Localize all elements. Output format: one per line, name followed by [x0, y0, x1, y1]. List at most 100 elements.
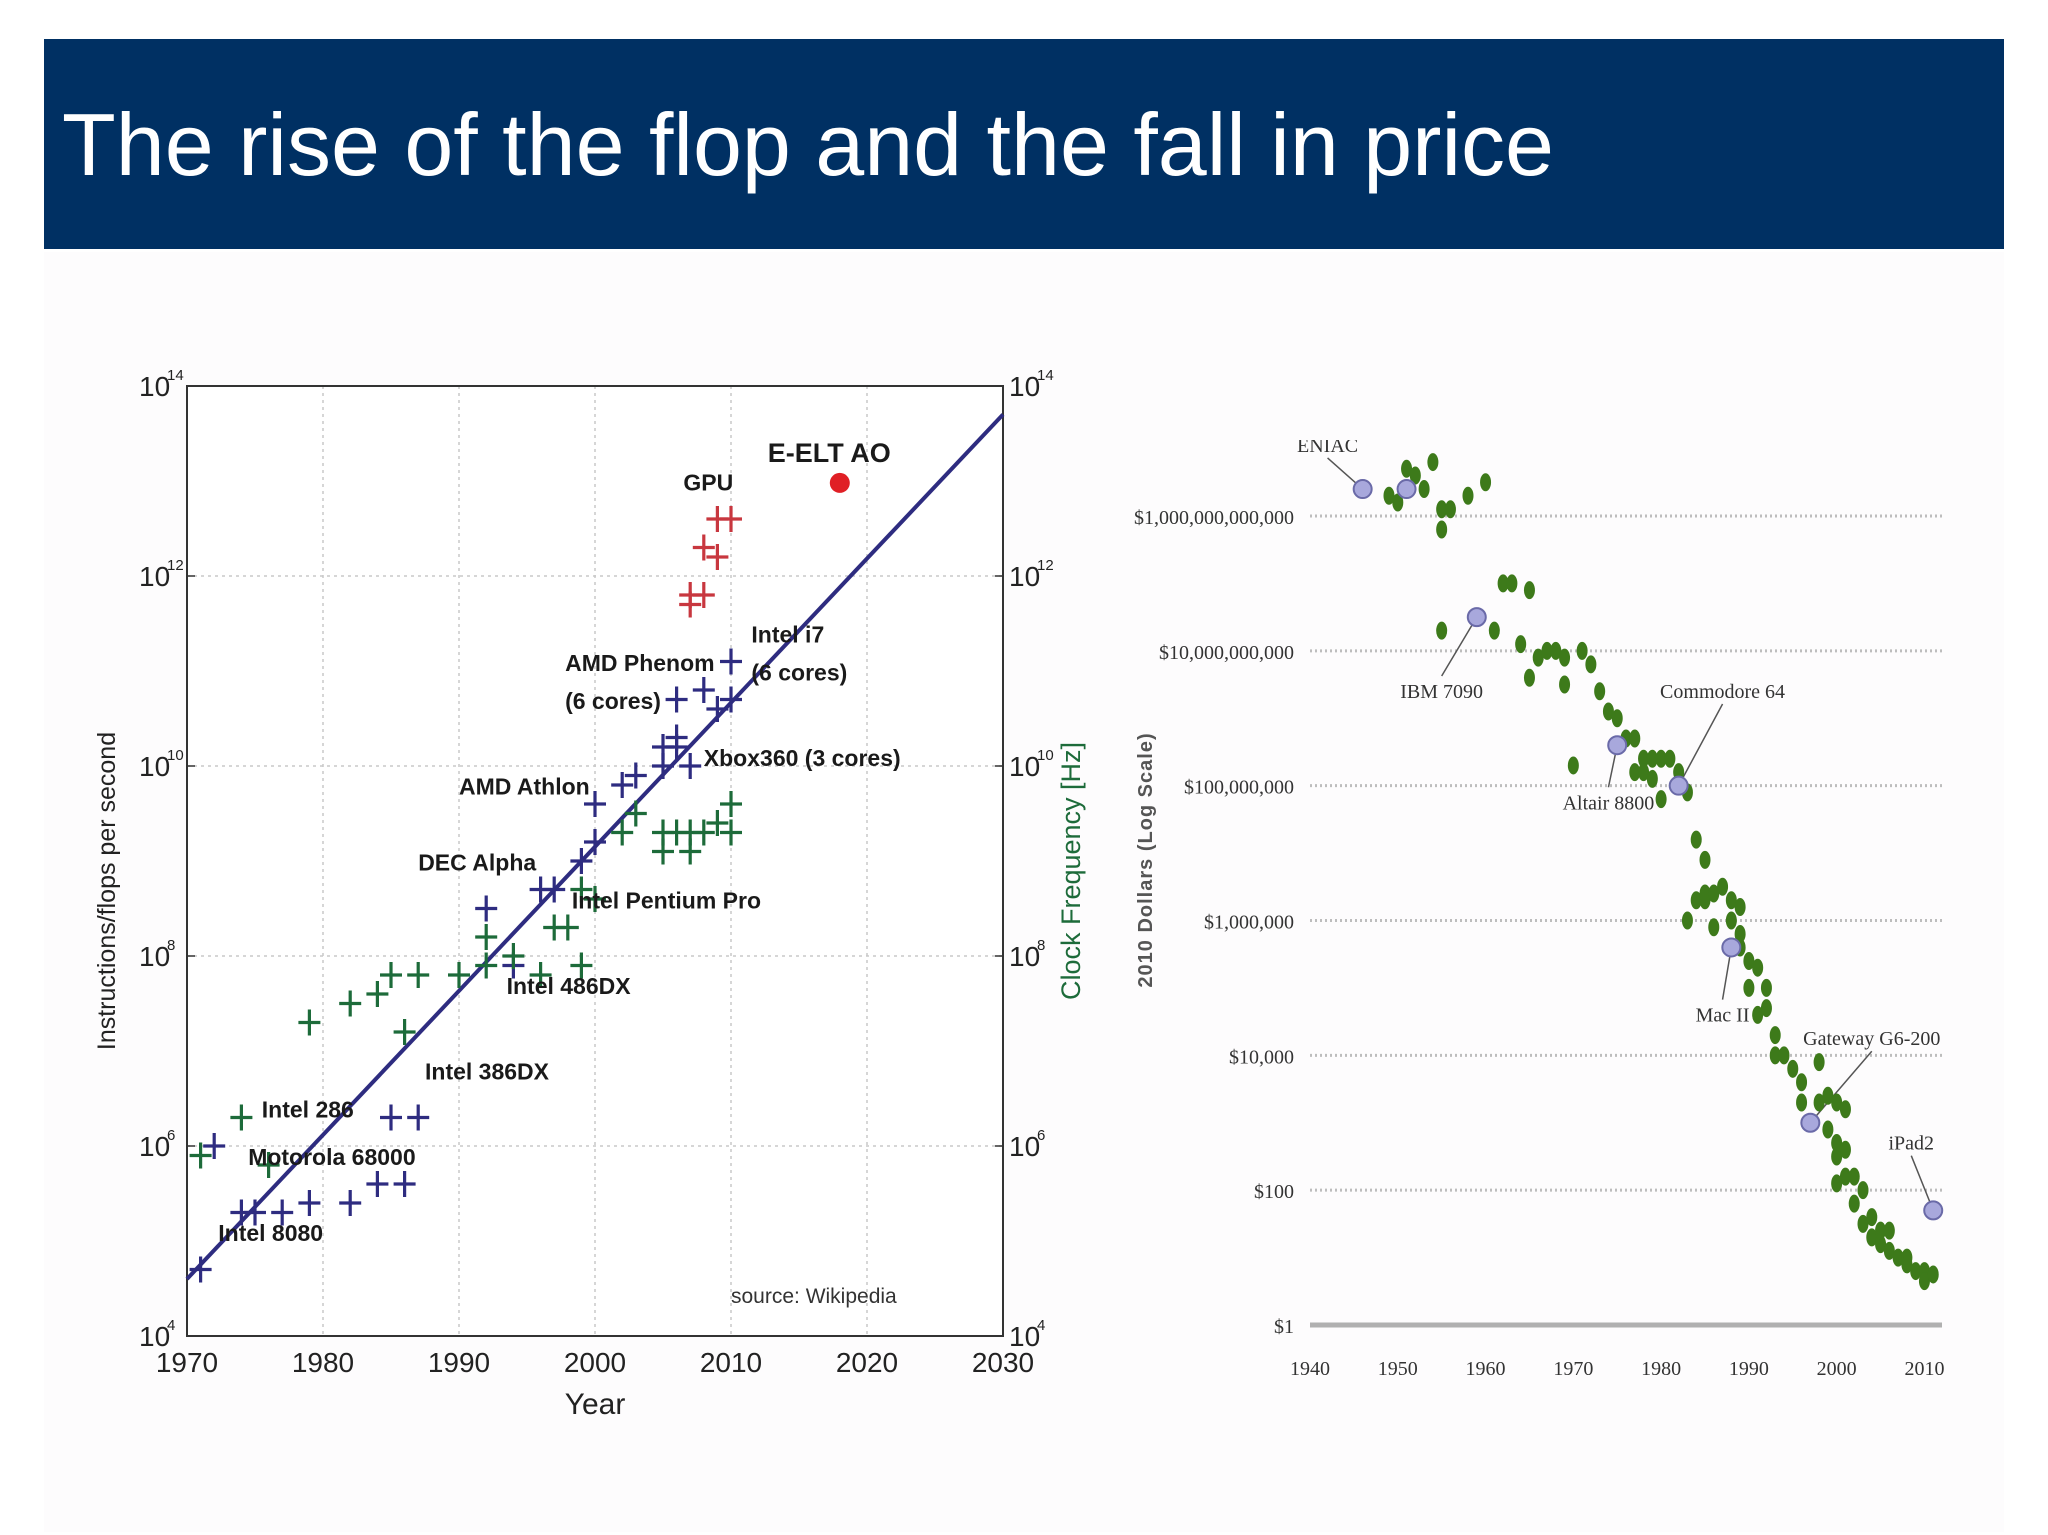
data-point-plus	[529, 962, 552, 988]
y-tick-label: $100,000,000	[1184, 777, 1294, 799]
price-data-point	[1515, 635, 1527, 654]
highlighted-computer-point	[1923, 1200, 1944, 1221]
data-point-plus	[257, 1152, 280, 1178]
data-point-plus	[407, 962, 430, 988]
y-tick-exponent: 4	[167, 1317, 175, 1334]
price-data-point	[1813, 1053, 1825, 1072]
price-data-point	[1646, 749, 1658, 768]
x-tick-label: 1980	[292, 1347, 354, 1378]
y2-tick-base: 10	[1009, 371, 1040, 402]
x-tick-label: 2000	[1817, 1358, 1857, 1380]
price-data-point	[1401, 459, 1413, 478]
price-data-point	[1831, 1147, 1843, 1166]
price-data-point	[1392, 493, 1404, 512]
y-tick-base: 10	[139, 751, 170, 782]
data-point-plus	[393, 1171, 416, 1197]
point-annotation: Intel 8080	[218, 1220, 323, 1246]
data-point-plus	[692, 534, 715, 561]
data-point-plus	[448, 962, 470, 988]
computer-annotation: IBM 7090	[1400, 681, 1483, 703]
y-tick-exponent: 14	[167, 367, 184, 384]
x-tick-label: 2020	[836, 1347, 898, 1378]
y-axis-label: Instructions/flops per second	[93, 732, 121, 1050]
point-annotation: Motorola 68000	[248, 1144, 415, 1170]
data-point-plus	[706, 810, 729, 836]
data-point-plus	[570, 876, 593, 903]
data-point-plus	[720, 791, 742, 817]
y-tick-label: $100	[1254, 1181, 1294, 1203]
y2-tick-exponent: 8	[1037, 937, 1045, 954]
price-data-point	[1875, 1221, 1887, 1240]
price-data-point	[1875, 1235, 1887, 1254]
price-data-point	[1436, 500, 1448, 519]
y-tick-exponent: 12	[167, 557, 184, 574]
point-annotation: Intel 286	[262, 1097, 354, 1123]
computer-annotation: Mac II	[1696, 1005, 1750, 1027]
price-data-point	[1910, 1262, 1922, 1281]
y-tick-base: 10	[139, 1131, 170, 1162]
highlighted-computer-point	[1396, 479, 1417, 500]
y-tick-label: $10,000	[1229, 1046, 1294, 1068]
data-point-plus	[556, 914, 579, 941]
x-tick-label: 1980	[1641, 1358, 1681, 1380]
y2-tick-exponent: 14	[1037, 367, 1054, 384]
price-data-point	[1866, 1228, 1878, 1247]
price-data-point	[1725, 911, 1737, 930]
point-annotation: AMD Phenom	[565, 650, 715, 676]
data-point-plus	[570, 848, 593, 874]
price-data-point	[1444, 500, 1456, 519]
price-data-point	[1409, 466, 1421, 485]
x-tick-label: 1990	[1729, 1358, 1769, 1380]
y-axis-label: 2010 Dollars (Log Scale)	[1135, 732, 1157, 987]
price-data-point	[1690, 830, 1702, 849]
y2-tick-base: 10	[1009, 941, 1040, 972]
data-point-plus	[720, 506, 742, 532]
price-chart: $1,000,000,000,000 $10,000,000,000 $100,00…	[1134, 440, 1944, 1380]
price-data-point	[1681, 911, 1693, 930]
price-data-point	[1699, 884, 1711, 903]
data-point-plus	[189, 1142, 212, 1169]
point-annotation: DEC Alpha	[418, 850, 536, 876]
price-data-point	[1883, 1241, 1895, 1260]
price-data-point	[1646, 769, 1658, 788]
price-data-point	[1532, 648, 1544, 667]
price-data-point	[1760, 978, 1772, 997]
price-data-point	[1567, 756, 1579, 775]
price-data-point	[1752, 1005, 1764, 1024]
point-annotation: Intel i7	[751, 622, 824, 648]
price-data-point	[1848, 1194, 1860, 1213]
price-data-point	[1418, 480, 1430, 499]
x-tick-label: 1970	[156, 1347, 218, 1378]
price-data-point	[1480, 473, 1492, 492]
price-data-point	[1743, 978, 1755, 997]
data-point-plus	[665, 686, 688, 713]
data-point-plus	[189, 1256, 212, 1283]
price-data-point	[1506, 574, 1518, 593]
x-tick-label: 2010	[1904, 1358, 1944, 1380]
computer-annotation: Altair 8800	[1563, 792, 1655, 814]
data-point-plus	[339, 990, 362, 1017]
data-point-plus	[584, 886, 606, 912]
point-annotation: GPU	[683, 470, 733, 496]
x-tick-label: 2030	[972, 1347, 1034, 1378]
y-tick-base: 10	[139, 561, 170, 592]
data-point-plus	[502, 943, 525, 969]
title-bar: The rise of the flop and the fall in pri…	[44, 39, 2004, 249]
y-tick-exponent: 10	[167, 747, 184, 764]
y-tick-base: 10	[139, 371, 170, 402]
data-point-plus	[380, 962, 402, 988]
price-data-point	[1550, 641, 1562, 660]
data-point-plus	[652, 838, 674, 865]
price-data-point	[1831, 1174, 1843, 1193]
highlighted-computer-point	[1721, 937, 1742, 958]
data-point-plus	[611, 772, 634, 798]
x-tick-label: 2010	[700, 1347, 762, 1378]
price-data-point	[1708, 884, 1720, 903]
data-point-plus	[720, 686, 742, 713]
y-tick-label: $1,000,000,000,000	[1134, 507, 1294, 529]
data-point-plus	[393, 1019, 416, 1045]
price-data-point	[1813, 1093, 1825, 1112]
price-data-point	[1462, 486, 1474, 505]
computer-annotation: Gateway G6-200	[1803, 1028, 1940, 1050]
